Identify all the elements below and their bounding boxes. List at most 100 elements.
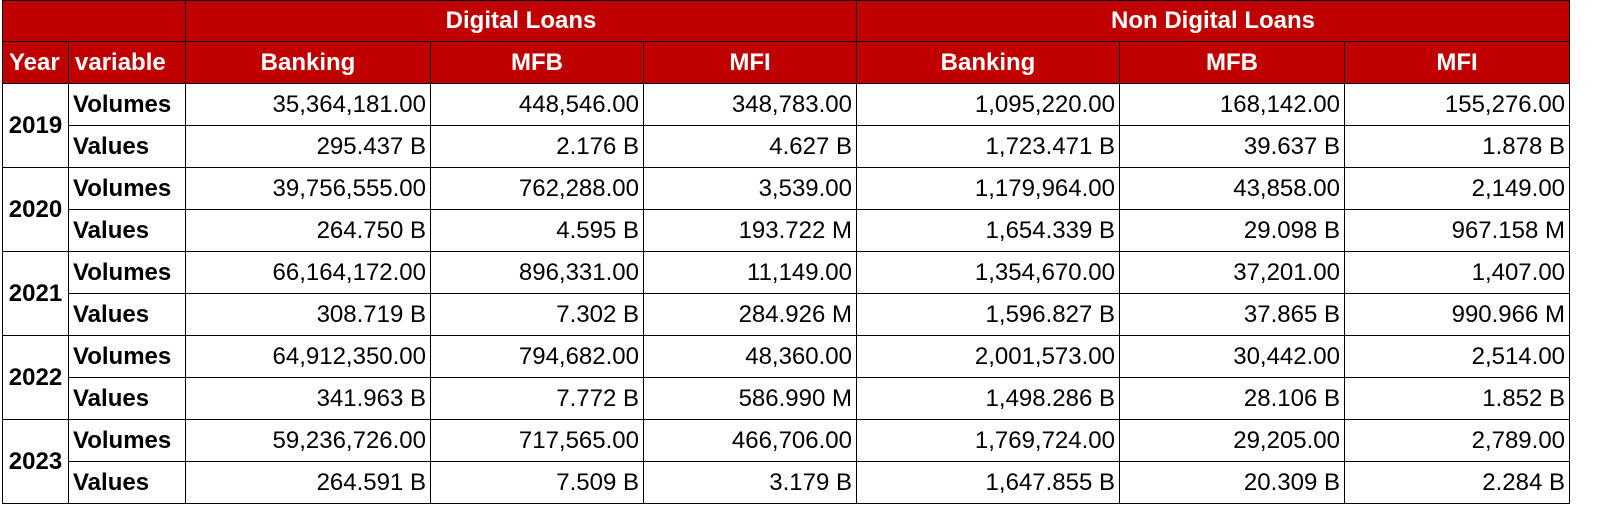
value-cell-non-digital-banking: 1,179,964.00: [856, 167, 1120, 210]
value-cell-non-digital-mfi: 990.966 M: [1343, 293, 1571, 336]
value-cell-digital-mfb: 4.595 B: [430, 209, 644, 252]
table-row: 2020 Volumes 39,756,555.00 762,288.00 3,539.…: [2, 167, 1571, 252]
value-cell-digital-mfb: 7.772 B: [430, 377, 644, 420]
value-cell-digital-mfi: 48,360.00: [643, 335, 857, 378]
value-cell-non-digital-mfb: 43,858.00: [1119, 167, 1345, 210]
value-cell-digital-banking: 308.719 B: [185, 293, 431, 336]
value-cell-digital-mfb: 7.509 B: [430, 461, 644, 504]
year-cell: 2019: [2, 83, 69, 168]
value-cell-digital-mfb: 762,288.00: [430, 167, 644, 210]
variable-cell: Volumes: [68, 167, 186, 210]
value-cell-digital-mfb: 448,546.00: [430, 83, 644, 126]
value-cell-non-digital-mfi: 155,276.00: [1343, 83, 1571, 126]
value-cell-digital-mfi: 284.926 M: [643, 293, 857, 336]
table-row: Values 295.437 B 2.176 B 4.627 B 1,723.471 B…: [3, 125, 1571, 168]
value-cell-non-digital-banking: 1,654.339 B: [856, 209, 1120, 252]
value-cell-digital-mfi: 466,706.00: [643, 419, 857, 462]
column-header-year: Year: [2, 41, 69, 84]
value-cell-digital-banking: 35,364,181.00: [185, 83, 431, 126]
variable-cell: Values: [68, 461, 186, 504]
value-cell-non-digital-mfi: 1.878 B: [1343, 125, 1571, 168]
value-cell-non-digital-banking: 1,498.286 B: [856, 377, 1120, 420]
year-cell: 2022: [2, 335, 69, 420]
year-cell: 2020: [2, 167, 69, 252]
value-cell-non-digital-mfb: 37.865 B: [1119, 293, 1345, 336]
column-header-non-digital-mfi: MFI: [1343, 41, 1571, 84]
variable-cell: Values: [68, 125, 186, 168]
variable-cell: Values: [68, 377, 186, 420]
value-cell-non-digital-mfb: 37,201.00: [1119, 251, 1345, 294]
column-header-digital-mfb: MFB: [430, 41, 644, 84]
table-row: Values 264.591 B 7.509 B 3.179 B 1,647.855 B…: [3, 461, 1571, 504]
value-cell-digital-mfb: 896,331.00: [430, 251, 644, 294]
value-cell-non-digital-mfb: 28.106 B: [1119, 377, 1345, 420]
value-cell-digital-mfb: 2.176 B: [430, 125, 644, 168]
value-cell-non-digital-mfb: 168,142.00: [1119, 83, 1345, 126]
table-row: 2021 Volumes 66,164,172.00 896,331.00 11,149…: [2, 251, 1571, 336]
value-cell-digital-banking: 264.591 B: [185, 461, 431, 504]
value-cell-digital-banking: 295.437 B: [185, 125, 431, 168]
column-header-non-digital-banking: Banking: [856, 41, 1120, 84]
value-cell-non-digital-mfi: 967.158 M: [1343, 209, 1571, 252]
value-cell-digital-mfi: 586.990 M: [643, 377, 857, 420]
value-cell-non-digital-banking: 1,354,670.00: [856, 251, 1120, 294]
value-cell-non-digital-mfi: 2,514.00: [1343, 335, 1571, 378]
table-row: 2022 Volumes 64,912,350.00 794,682.00 48,360…: [2, 335, 1571, 420]
value-cell-digital-mfi: 348,783.00: [643, 83, 857, 126]
value-cell-non-digital-mfb: 29,205.00: [1119, 419, 1345, 462]
variable-cell: Volumes: [68, 251, 186, 294]
year-cell: 2021: [2, 251, 69, 336]
value-cell-non-digital-banking: 1,769,724.00: [856, 419, 1120, 462]
value-cell-digital-mfb: 7.302 B: [430, 293, 644, 336]
column-header-variable: variable: [68, 41, 186, 84]
variable-cell: Values: [68, 209, 186, 252]
table-row: Values 341.963 B 7.772 B 586.990 M 1,498.286…: [3, 377, 1571, 420]
group-header-row: Digital Loans Non Digital Loans: [2, 0, 1571, 42]
table-row: 2019 Volumes 35,364,181.00 448,546.00 348,78…: [2, 83, 1571, 168]
value-cell-non-digital-mfi: 1.852 B: [1343, 377, 1571, 420]
year-cell: 2023: [2, 419, 69, 504]
value-cell-digital-banking: 59,236,726.00: [185, 419, 431, 462]
column-header-digital-banking: Banking: [185, 41, 431, 84]
value-cell-digital-mfb: 794,682.00: [430, 335, 644, 378]
column-header-row: Year variable Banking MFB MFI Banking MF…: [2, 41, 1571, 84]
value-cell-digital-mfi: 3.179 B: [643, 461, 857, 504]
value-cell-non-digital-mfi: 2,149.00: [1343, 167, 1571, 210]
variable-cell: Volumes: [68, 83, 186, 126]
value-cell-non-digital-mfi: 1,407.00: [1343, 251, 1571, 294]
value-cell-digital-banking: 66,164,172.00: [185, 251, 431, 294]
table-body: 2019 Volumes 35,364,181.00 448,546.00 348,78…: [2, 83, 1571, 504]
value-cell-non-digital-mfb: 20.309 B: [1119, 461, 1345, 504]
value-cell-non-digital-banking: 1,647.855 B: [856, 461, 1120, 504]
value-cell-non-digital-mfb: 39.637 B: [1119, 125, 1345, 168]
value-cell-digital-mfb: 717,565.00: [430, 419, 644, 462]
value-cell-digital-mfi: 11,149.00: [643, 251, 857, 294]
value-cell-non-digital-banking: 2,001,573.00: [856, 335, 1120, 378]
value-cell-non-digital-banking: 1,596.827 B: [856, 293, 1120, 336]
variable-cell: Volumes: [68, 335, 186, 378]
value-cell-non-digital-mfb: 29.098 B: [1119, 209, 1345, 252]
value-cell-digital-mfi: 4.627 B: [643, 125, 857, 168]
value-cell-non-digital-banking: 1,723.471 B: [856, 125, 1120, 168]
table-row: Values 264.750 B 4.595 B 193.722 M 1,654.339…: [3, 209, 1571, 252]
group-header-non-digital-loans: Non Digital Loans: [855, 0, 1571, 42]
value-cell-non-digital-mfb: 30,442.00: [1119, 335, 1345, 378]
value-cell-non-digital-banking: 1,095,220.00: [856, 83, 1120, 126]
variable-cell: Volumes: [68, 419, 186, 462]
value-cell-digital-banking: 64,912,350.00: [185, 335, 431, 378]
loans-table: Digital Loans Non Digital Loans Year var…: [2, 0, 1571, 504]
value-cell-digital-mfi: 3,539.00: [643, 167, 857, 210]
value-cell-digital-banking: 264.750 B: [185, 209, 431, 252]
value-cell-non-digital-mfi: 2.284 B: [1343, 461, 1571, 504]
table-row: 2023 Volumes 59,236,726.00 717,565.00 466,70…: [2, 419, 1571, 504]
value-cell-digital-banking: 39,756,555.00: [185, 167, 431, 210]
value-cell-digital-mfi: 193.722 M: [643, 209, 857, 252]
value-cell-digital-banking: 341.963 B: [185, 377, 431, 420]
group-header-digital-loans: Digital Loans: [185, 0, 857, 42]
variable-cell: Values: [68, 293, 186, 336]
group-header-blank: [2, 0, 186, 42]
column-header-non-digital-mfb: MFB: [1119, 41, 1345, 84]
value-cell-non-digital-mfi: 2,789.00: [1343, 419, 1571, 462]
column-header-digital-mfi: MFI: [643, 41, 857, 84]
table-row: Values 308.719 B 7.302 B 284.926 M 1,596.827…: [3, 293, 1571, 336]
